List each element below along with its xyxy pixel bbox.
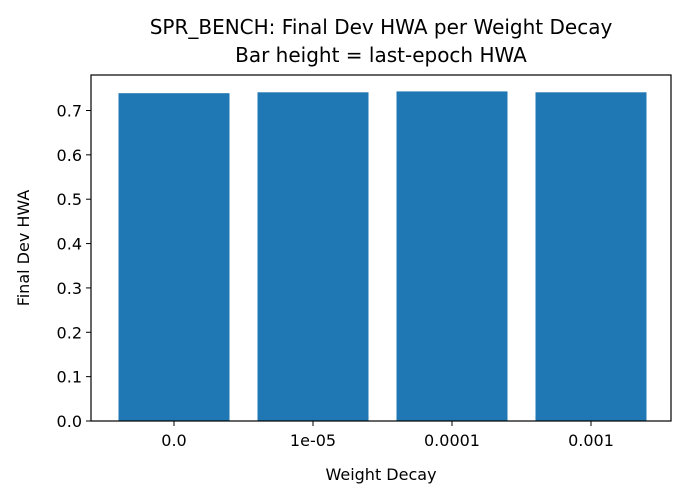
x-tick-label-3: 0.001 (568, 431, 614, 450)
y-tick-label-5: 0.5 (57, 190, 82, 209)
bar-3 (535, 92, 647, 422)
chart-title: SPR_BENCH: Final Dev HWA per Weight Deca… (150, 15, 613, 39)
y-tick-label-2: 0.2 (57, 323, 82, 342)
bar-0 (118, 93, 230, 421)
y-tick-label-1: 0.1 (57, 368, 82, 387)
x-axis-label: Weight Decay (325, 465, 436, 484)
x-tick-label-2: 0.0001 (424, 431, 480, 450)
y-tick-label-7: 0.7 (57, 101, 82, 120)
bars-group (118, 91, 647, 422)
y-tick-label-0: 0.0 (57, 412, 82, 431)
x-tick-label-0: 0.0 (161, 431, 186, 450)
plot-frame (90, 74, 672, 422)
y-axis-label: Final Dev HWA (14, 190, 33, 307)
bar-1 (257, 92, 369, 422)
bar-2 (396, 91, 508, 422)
y-axis-ticks: 0.0 0.1 0.2 0.3 0.4 0.5 0.6 0.7 (57, 101, 91, 431)
x-tick-label-1: 1e-05 (290, 431, 336, 450)
y-tick-label-6: 0.6 (57, 146, 82, 165)
y-tick-label-3: 0.3 (57, 279, 82, 298)
x-axis-ticks: 0.0 1e-05 0.0001 0.001 (161, 421, 614, 450)
y-tick-label-4: 0.4 (57, 235, 82, 254)
chart-subtitle: Bar height = last-epoch HWA (235, 43, 527, 67)
